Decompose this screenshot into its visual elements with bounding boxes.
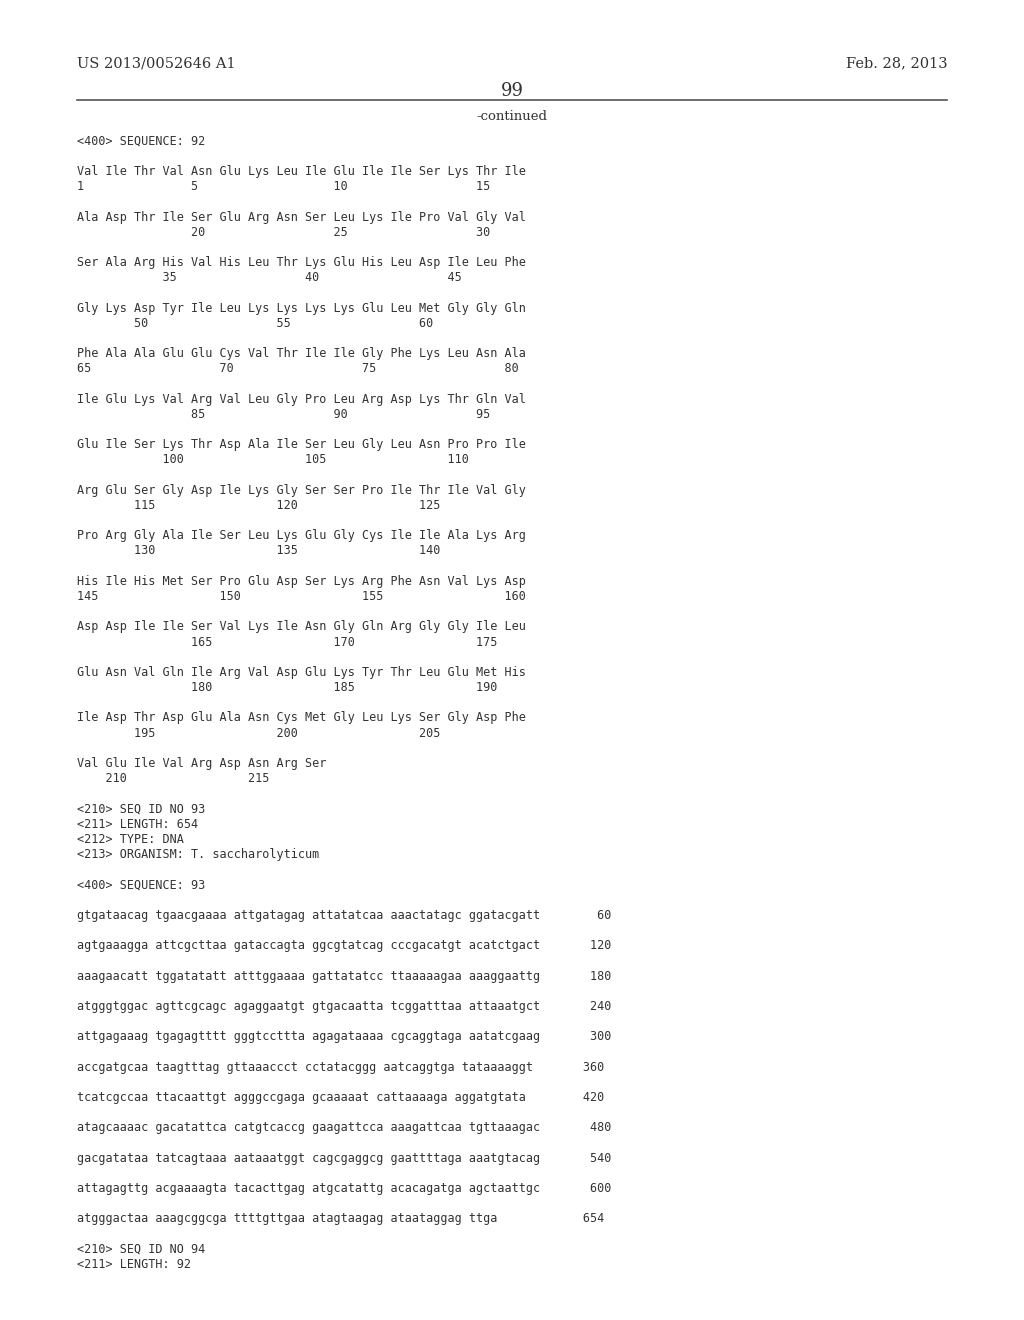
Text: Phe Ala Ala Glu Glu Cys Val Thr Ile Ile Gly Phe Lys Leu Asn Ala: Phe Ala Ala Glu Glu Cys Val Thr Ile Ile …	[77, 347, 525, 360]
Text: Ile Glu Lys Val Arg Val Leu Gly Pro Leu Arg Asp Lys Thr Gln Val: Ile Glu Lys Val Arg Val Leu Gly Pro Leu …	[77, 392, 525, 405]
Text: Asp Asp Ile Ile Ser Val Lys Ile Asn Gly Gln Arg Gly Gly Ile Leu: Asp Asp Ile Ile Ser Val Lys Ile Asn Gly …	[77, 620, 525, 634]
Text: <400> SEQUENCE: 93: <400> SEQUENCE: 93	[77, 878, 205, 891]
Text: Gly Lys Asp Tyr Ile Leu Lys Lys Lys Lys Glu Leu Met Gly Gly Gln: Gly Lys Asp Tyr Ile Leu Lys Lys Lys Lys …	[77, 301, 525, 314]
Text: His Ile His Met Ser Pro Glu Asp Ser Lys Arg Phe Asn Val Lys Asp: His Ile His Met Ser Pro Glu Asp Ser Lys …	[77, 574, 525, 587]
Text: 1               5                   10                  15: 1 5 10 15	[77, 180, 490, 193]
Text: attgagaaag tgagagtttt gggtccttta agagataaaa cgcaggtaga aatatcgaag       300: attgagaaag tgagagtttt gggtccttta agagata…	[77, 1030, 611, 1043]
Text: <210> SEQ ID NO 93: <210> SEQ ID NO 93	[77, 803, 205, 816]
Text: 195                 200                 205: 195 200 205	[77, 726, 440, 739]
Text: Val Glu Ile Val Arg Asp Asn Arg Ser: Val Glu Ile Val Arg Asp Asn Arg Ser	[77, 756, 327, 770]
Text: <400> SEQUENCE: 92: <400> SEQUENCE: 92	[77, 135, 205, 148]
Text: <211> LENGTH: 92: <211> LENGTH: 92	[77, 1258, 190, 1271]
Text: 35                  40                  45: 35 40 45	[77, 271, 462, 284]
Text: Arg Glu Ser Gly Asp Ile Lys Gly Ser Ser Pro Ile Thr Ile Val Gly: Arg Glu Ser Gly Asp Ile Lys Gly Ser Ser …	[77, 483, 525, 496]
Text: gacgatataa tatcagtaaa aataaatggt cagcgaggcg gaattttaga aaatgtacag       540: gacgatataa tatcagtaaa aataaatggt cagcgag…	[77, 1151, 611, 1164]
Text: <213> ORGANISM: T. saccharolyticum: <213> ORGANISM: T. saccharolyticum	[77, 847, 319, 861]
Text: Ile Asp Thr Asp Glu Ala Asn Cys Met Gly Leu Lys Ser Gly Asp Phe: Ile Asp Thr Asp Glu Ala Asn Cys Met Gly …	[77, 711, 525, 725]
Text: -continued: -continued	[476, 110, 548, 123]
Text: tcatcgccaa ttacaattgt agggccgaga gcaaaaat cattaaaaga aggatgtata        420: tcatcgccaa ttacaattgt agggccgaga gcaaaaa…	[77, 1090, 604, 1104]
Text: Val Ile Thr Val Asn Glu Lys Leu Ile Glu Ile Ile Ser Lys Thr Ile: Val Ile Thr Val Asn Glu Lys Leu Ile Glu …	[77, 165, 525, 178]
Text: atgggtggac agttcgcagc agaggaatgt gtgacaatta tcggatttaa attaaatgct       240: atgggtggac agttcgcagc agaggaatgt gtgacaa…	[77, 999, 611, 1012]
Text: 210                 215: 210 215	[77, 772, 269, 785]
Text: attagagttg acgaaaagta tacacttgag atgcatattg acacagatga agctaattgc       600: attagagttg acgaaaagta tacacttgag atgcata…	[77, 1181, 611, 1195]
Text: Glu Asn Val Gln Ile Arg Val Asp Glu Lys Tyr Thr Leu Glu Met His: Glu Asn Val Gln Ile Arg Val Asp Glu Lys …	[77, 665, 525, 678]
Text: <211> LENGTH: 654: <211> LENGTH: 654	[77, 817, 198, 830]
Text: 99: 99	[501, 82, 523, 100]
Text: 180                 185                 190: 180 185 190	[77, 681, 498, 694]
Text: Pro Arg Gly Ala Ile Ser Leu Lys Glu Gly Cys Ile Ile Ala Lys Arg: Pro Arg Gly Ala Ile Ser Leu Lys Glu Gly …	[77, 529, 525, 543]
Text: 50                  55                  60: 50 55 60	[77, 317, 433, 330]
Text: Ala Asp Thr Ile Ser Glu Arg Asn Ser Leu Lys Ile Pro Val Gly Val: Ala Asp Thr Ile Ser Glu Arg Asn Ser Leu …	[77, 210, 525, 223]
Text: 165                 170                 175: 165 170 175	[77, 635, 498, 648]
Text: aaagaacatt tggatatatt atttggaaaa gattatatcc ttaaaaagaa aaaggaattg       180: aaagaacatt tggatatatt atttggaaaa gattata…	[77, 969, 611, 982]
Text: US 2013/0052646 A1: US 2013/0052646 A1	[77, 57, 236, 71]
Text: accgatgcaa taagtttag gttaaaccct cctatacggg aatcaggtga tataaaaggt       360: accgatgcaa taagtttag gttaaaccct cctatacg…	[77, 1060, 604, 1073]
Text: Glu Ile Ser Lys Thr Asp Ala Ile Ser Leu Gly Leu Asn Pro Pro Ile: Glu Ile Ser Lys Thr Asp Ala Ile Ser Leu …	[77, 438, 525, 451]
Text: atgggactaa aaagcggcga ttttgttgaa atagtaagag ataataggag ttga            654: atgggactaa aaagcggcga ttttgttgaa atagtaa…	[77, 1212, 604, 1225]
Text: 65                  70                  75                  80: 65 70 75 80	[77, 362, 518, 375]
Text: 145                 150                 155                 160: 145 150 155 160	[77, 590, 525, 603]
Text: 20                  25                  30: 20 25 30	[77, 226, 490, 239]
Text: Ser Ala Arg His Val His Leu Thr Lys Glu His Leu Asp Ile Leu Phe: Ser Ala Arg His Val His Leu Thr Lys Glu …	[77, 256, 525, 269]
Text: gtgataacag tgaacgaaaa attgatagag attatatcaa aaactatagc ggatacgatt        60: gtgataacag tgaacgaaaa attgatagag attatat…	[77, 908, 611, 921]
Text: atagcaaaac gacatattca catgtcaccg gaagattcca aaagattcaa tgttaaagac       480: atagcaaaac gacatattca catgtcaccg gaagatt…	[77, 1121, 611, 1134]
Text: 85                  90                  95: 85 90 95	[77, 408, 490, 421]
Text: <210> SEQ ID NO 94: <210> SEQ ID NO 94	[77, 1242, 205, 1255]
Text: 115                 120                 125: 115 120 125	[77, 499, 440, 512]
Text: 100                 105                 110: 100 105 110	[77, 453, 469, 466]
Text: agtgaaagga attcgcttaa gataccagta ggcgtatcag cccgacatgt acatctgact       120: agtgaaagga attcgcttaa gataccagta ggcgtat…	[77, 939, 611, 952]
Text: Feb. 28, 2013: Feb. 28, 2013	[846, 57, 947, 71]
Text: 130                 135                 140: 130 135 140	[77, 544, 440, 557]
Text: <212> TYPE: DNA: <212> TYPE: DNA	[77, 833, 183, 846]
